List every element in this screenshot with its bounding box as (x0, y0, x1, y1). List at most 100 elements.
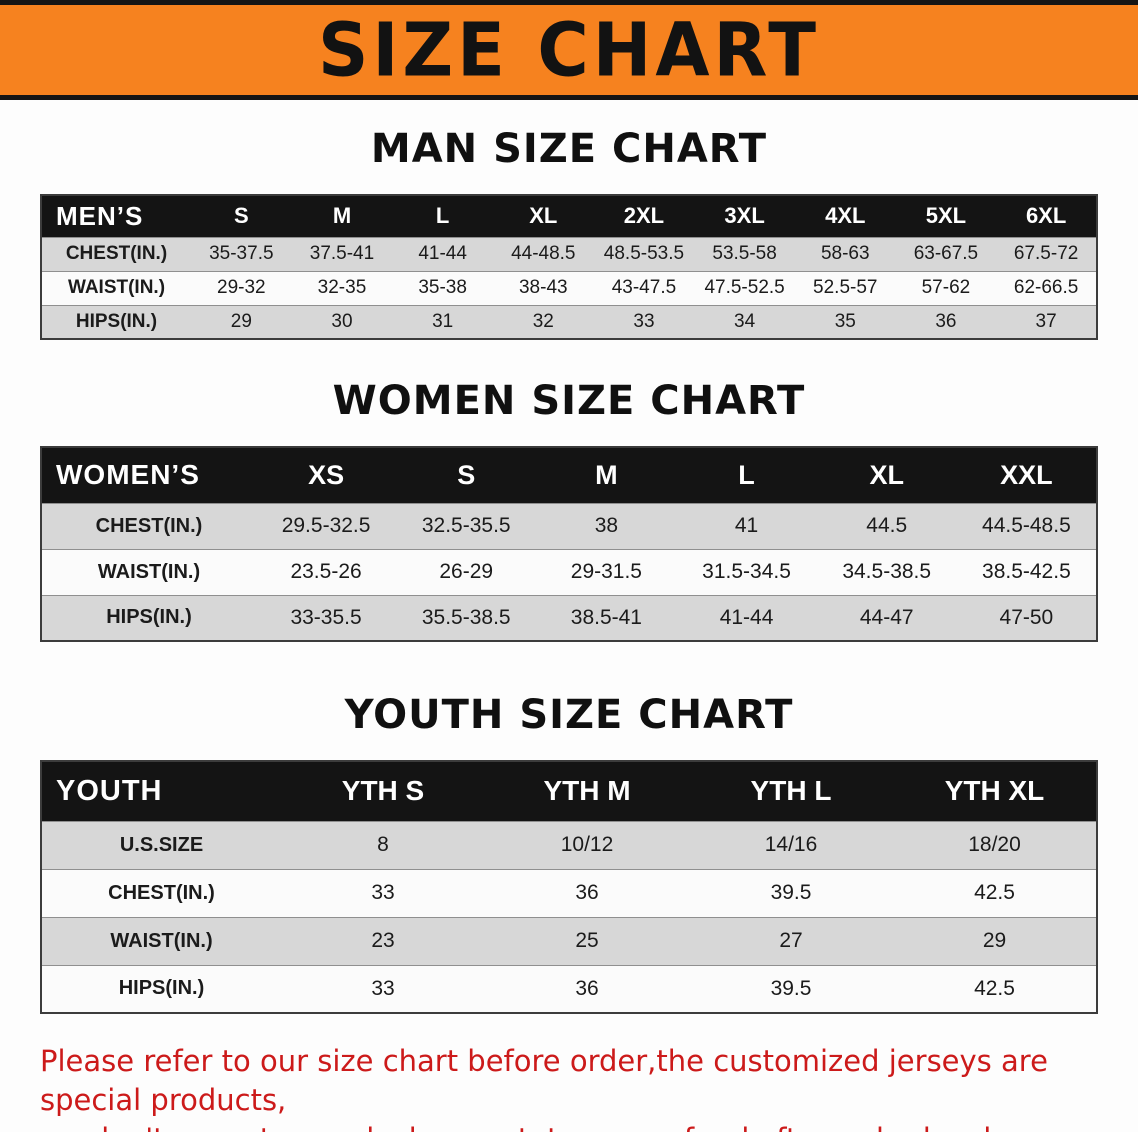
measurement-value-cell: 41-44 (676, 594, 817, 641)
size-column-header: XL (492, 195, 594, 237)
measurement-value-cell: 23 (281, 916, 485, 965)
measurement-value-cell: 10/12 (485, 820, 689, 869)
size-column-header: 2XL (593, 195, 695, 237)
women-header-row: WOMEN’S XS S M L XL XXL (41, 447, 1097, 503)
measurement-value-cell: 27 (689, 916, 893, 965)
table-row: WAIST(IN.) 23 25 27 29 (41, 916, 1097, 965)
measurement-value-cell: 36 (485, 868, 689, 917)
measurement-value-cell: 37.5-41 (291, 236, 393, 271)
table-title-cell: WOMEN’S (41, 447, 256, 503)
measurement-label-cell: HIPS(IN.) (41, 594, 256, 641)
size-column-header: M (291, 195, 393, 237)
measurement-value-cell: 34.5-38.5 (816, 548, 957, 595)
measurement-value-cell: 38.5-41 (536, 594, 677, 641)
measurement-value-cell: 44-48.5 (492, 236, 594, 271)
measurement-value-cell: 32.5-35.5 (396, 502, 537, 549)
men-size-table: MEN’S S M L XL 2XL 3XL 4XL 5XL 6XL CHEST(IN.) 35-37… (40, 194, 1098, 340)
measurement-value-cell: 33 (281, 868, 485, 917)
size-column-header: L (676, 447, 817, 503)
table-row: CHEST(IN.) 33 36 39.5 42.5 (41, 868, 1097, 917)
size-column-header: YTH S (281, 761, 485, 821)
youth-header-row: YOUTH YTH S YTH M YTH L YTH XL (41, 761, 1097, 821)
table-title-cell: MEN’S (41, 195, 191, 237)
size-column-header: 3XL (694, 195, 795, 237)
measurement-value-cell: 42.5 (893, 964, 1097, 1013)
measurement-value-cell: 29 (191, 304, 292, 339)
measurement-value-cell: 41 (676, 502, 817, 549)
measurement-value-cell: 35-37.5 (191, 236, 292, 271)
measurement-value-cell: 39.5 (689, 964, 893, 1013)
table-row: HIPS(IN.) 33 36 39.5 42.5 (41, 964, 1097, 1013)
size-column-header: YTH M (485, 761, 689, 821)
women-size-table: WOMEN’S XS S M L XL XXL CHEST(IN.) 29.5-32.5 32.5… (40, 446, 1098, 642)
table-row: U.S.SIZE 8 10/12 14/16 18/20 (41, 820, 1097, 869)
measurement-label-cell: WAIST(IN.) (41, 548, 256, 595)
table-row: HIPS(IN.) 33-35.5 35.5-38.5 38.5-41 41-44 44-… (41, 594, 1097, 641)
measurement-label-cell: CHEST(IN.) (41, 502, 256, 549)
measurement-value-cell: 44.5-48.5 (956, 502, 1097, 549)
measurement-value-cell: 53.5-58 (694, 236, 795, 271)
table-row: CHEST(IN.) 35-37.5 37.5-41 41-44 44-48.5 48.5… (41, 236, 1097, 271)
measurement-label-cell: CHEST(IN.) (41, 868, 281, 917)
measurement-value-cell: 44-47 (816, 594, 957, 641)
measurement-value-cell: 33-35.5 (256, 594, 397, 641)
measurement-value-cell: 39.5 (689, 868, 893, 917)
measurement-value-cell: 63-67.5 (895, 236, 997, 271)
table-title-cell: YOUTH (41, 761, 281, 821)
women-size-chart-heading: WOMEN SIZE CHART (332, 378, 806, 424)
youth-size-chart-heading: YOUTH SIZE CHART (344, 692, 794, 738)
measurement-value-cell: 47.5-52.5 (694, 270, 795, 305)
measurement-value-cell: 37 (996, 304, 1097, 339)
measurement-value-cell: 29.5-32.5 (256, 502, 397, 549)
size-column-header: L (392, 195, 493, 237)
measurement-value-cell: 8 (281, 820, 485, 869)
measurement-value-cell: 33 (281, 964, 485, 1013)
order-disclaimer: Please refer to our size chart before or… (40, 1042, 1118, 1132)
measurement-label-cell: CHEST(IN.) (41, 236, 191, 271)
size-column-header: YTH XL (893, 761, 1097, 821)
measurement-value-cell: 44.5 (816, 502, 957, 549)
measurement-value-cell: 38-43 (492, 270, 594, 305)
measurement-value-cell: 14/16 (689, 820, 893, 869)
table-row: CHEST(IN.) 29.5-32.5 32.5-35.5 38 41 44.5 44.5… (41, 502, 1097, 549)
measurement-value-cell: 57-62 (895, 270, 997, 305)
size-column-header: 6XL (996, 195, 1097, 237)
measurement-value-cell: 58-63 (794, 236, 896, 271)
size-column-header: 5XL (895, 195, 997, 237)
measurement-value-cell: 35-38 (392, 270, 493, 305)
men-size-chart-heading: MAN SIZE CHART (370, 126, 768, 172)
measurement-value-cell: 38.5-42.5 (956, 548, 1097, 595)
measurement-value-cell: 31 (392, 304, 493, 339)
measurement-label-cell: HIPS(IN.) (41, 964, 281, 1013)
youth-size-table: YOUTH YTH S YTH M YTH L YTH XL U.S.SIZE 8 10/12… (40, 760, 1098, 1014)
measurement-value-cell: 31.5-34.5 (676, 548, 817, 595)
measurement-value-cell: 38 (536, 502, 677, 549)
measurement-value-cell: 62-66.5 (996, 270, 1097, 305)
measurement-value-cell: 52.5-57 (794, 270, 896, 305)
size-column-header: YTH L (689, 761, 893, 821)
size-column-header: M (536, 447, 677, 503)
measurement-value-cell: 34 (694, 304, 795, 339)
disclaimer-line-1: Please refer to our size chart before or… (40, 1044, 1048, 1118)
measurement-value-cell: 25 (485, 916, 689, 965)
measurement-value-cell: 32-35 (291, 270, 393, 305)
measurement-value-cell: 30 (291, 304, 393, 339)
measurement-value-cell: 41-44 (392, 236, 493, 271)
measurement-label-cell: HIPS(IN.) (41, 304, 191, 339)
measurement-label-cell: WAIST(IN.) (41, 270, 191, 305)
size-column-header: XXL (956, 447, 1097, 503)
size-column-header: 4XL (794, 195, 896, 237)
measurement-value-cell: 29 (893, 916, 1097, 965)
measurement-value-cell: 29-32 (191, 270, 292, 305)
measurement-value-cell: 23.5-26 (256, 548, 397, 595)
measurement-value-cell: 48.5-53.5 (593, 236, 695, 271)
measurement-value-cell: 29-31.5 (536, 548, 677, 595)
measurement-value-cell: 47-50 (956, 594, 1097, 641)
size-column-header: XS (256, 447, 397, 503)
measurement-value-cell: 36 (485, 964, 689, 1013)
measurement-value-cell: 33 (593, 304, 695, 339)
measurement-value-cell: 26-29 (396, 548, 537, 595)
table-row: HIPS(IN.) 29 30 31 32 33 34 35 36 37 (41, 304, 1097, 339)
measurement-value-cell: 32 (492, 304, 594, 339)
